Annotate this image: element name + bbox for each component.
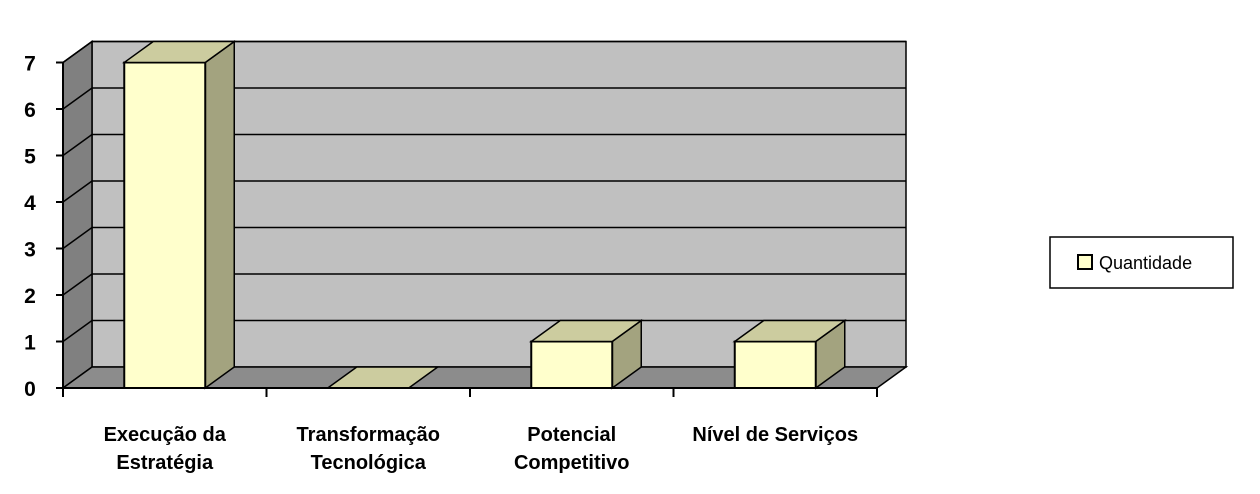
y-tick-label: 1 — [24, 332, 36, 355]
gridlines — [62, 40, 906, 343]
y-tick-label: 6 — [24, 99, 36, 122]
x-category-label: Execução da Estratégia — [104, 424, 227, 474]
y-tick-label: 4 — [24, 192, 36, 215]
bar — [528, 319, 644, 390]
bar-side — [204, 40, 235, 390]
x-category-label-line: Competitivo — [514, 452, 630, 474]
x-category-label-line: Estratégia — [116, 452, 214, 474]
y-tick-label: 7 — [24, 53, 36, 76]
bar-front — [733, 340, 817, 389]
gridline — [62, 273, 906, 296]
y-tick-label: 5 — [24, 146, 36, 169]
y-tick-label: 2 — [24, 285, 36, 308]
legend: Quantidade — [1049, 236, 1234, 289]
x-axis-category-labels: Execução da Estratégia Transformação Tecnol… — [104, 424, 858, 474]
x-category-label: Transformação Tecnológica — [297, 424, 440, 474]
x-category-label-line: Nível de Serviços — [692, 424, 858, 446]
x-category-label: Nível de Serviços — [692, 424, 858, 446]
x-category-label-line: Tecnológica — [311, 452, 427, 474]
x-category-label-line: Transformação — [297, 424, 440, 446]
legend-box — [1049, 236, 1234, 289]
x-category-label-line: Potencial — [527, 424, 616, 446]
gridline — [62, 133, 906, 157]
bar — [732, 319, 848, 390]
bar — [121, 40, 237, 390]
side-wall — [62, 40, 93, 390]
x-category-label: Potencial Competitivo — [514, 424, 630, 474]
y-tick-label: 0 — [24, 378, 36, 401]
gridline — [62, 180, 906, 203]
gridline — [62, 40, 906, 64]
bar-front — [123, 61, 207, 389]
bar-top — [121, 40, 237, 64]
axes — [56, 61, 878, 397]
y-tick-label: 3 — [24, 239, 36, 262]
bars — [121, 40, 848, 390]
bar-front — [530, 340, 614, 389]
bar-top — [528, 319, 644, 343]
legend-label: Quantidade — [1099, 253, 1192, 273]
gridline — [62, 226, 906, 250]
gridline — [62, 87, 906, 110]
x-category-label-line: Execução da — [104, 424, 227, 446]
y-axis-tick-labels: 0 1 2 3 4 5 6 7 — [24, 53, 36, 402]
bar-top — [732, 319, 848, 343]
legend-swatch — [1077, 254, 1093, 270]
